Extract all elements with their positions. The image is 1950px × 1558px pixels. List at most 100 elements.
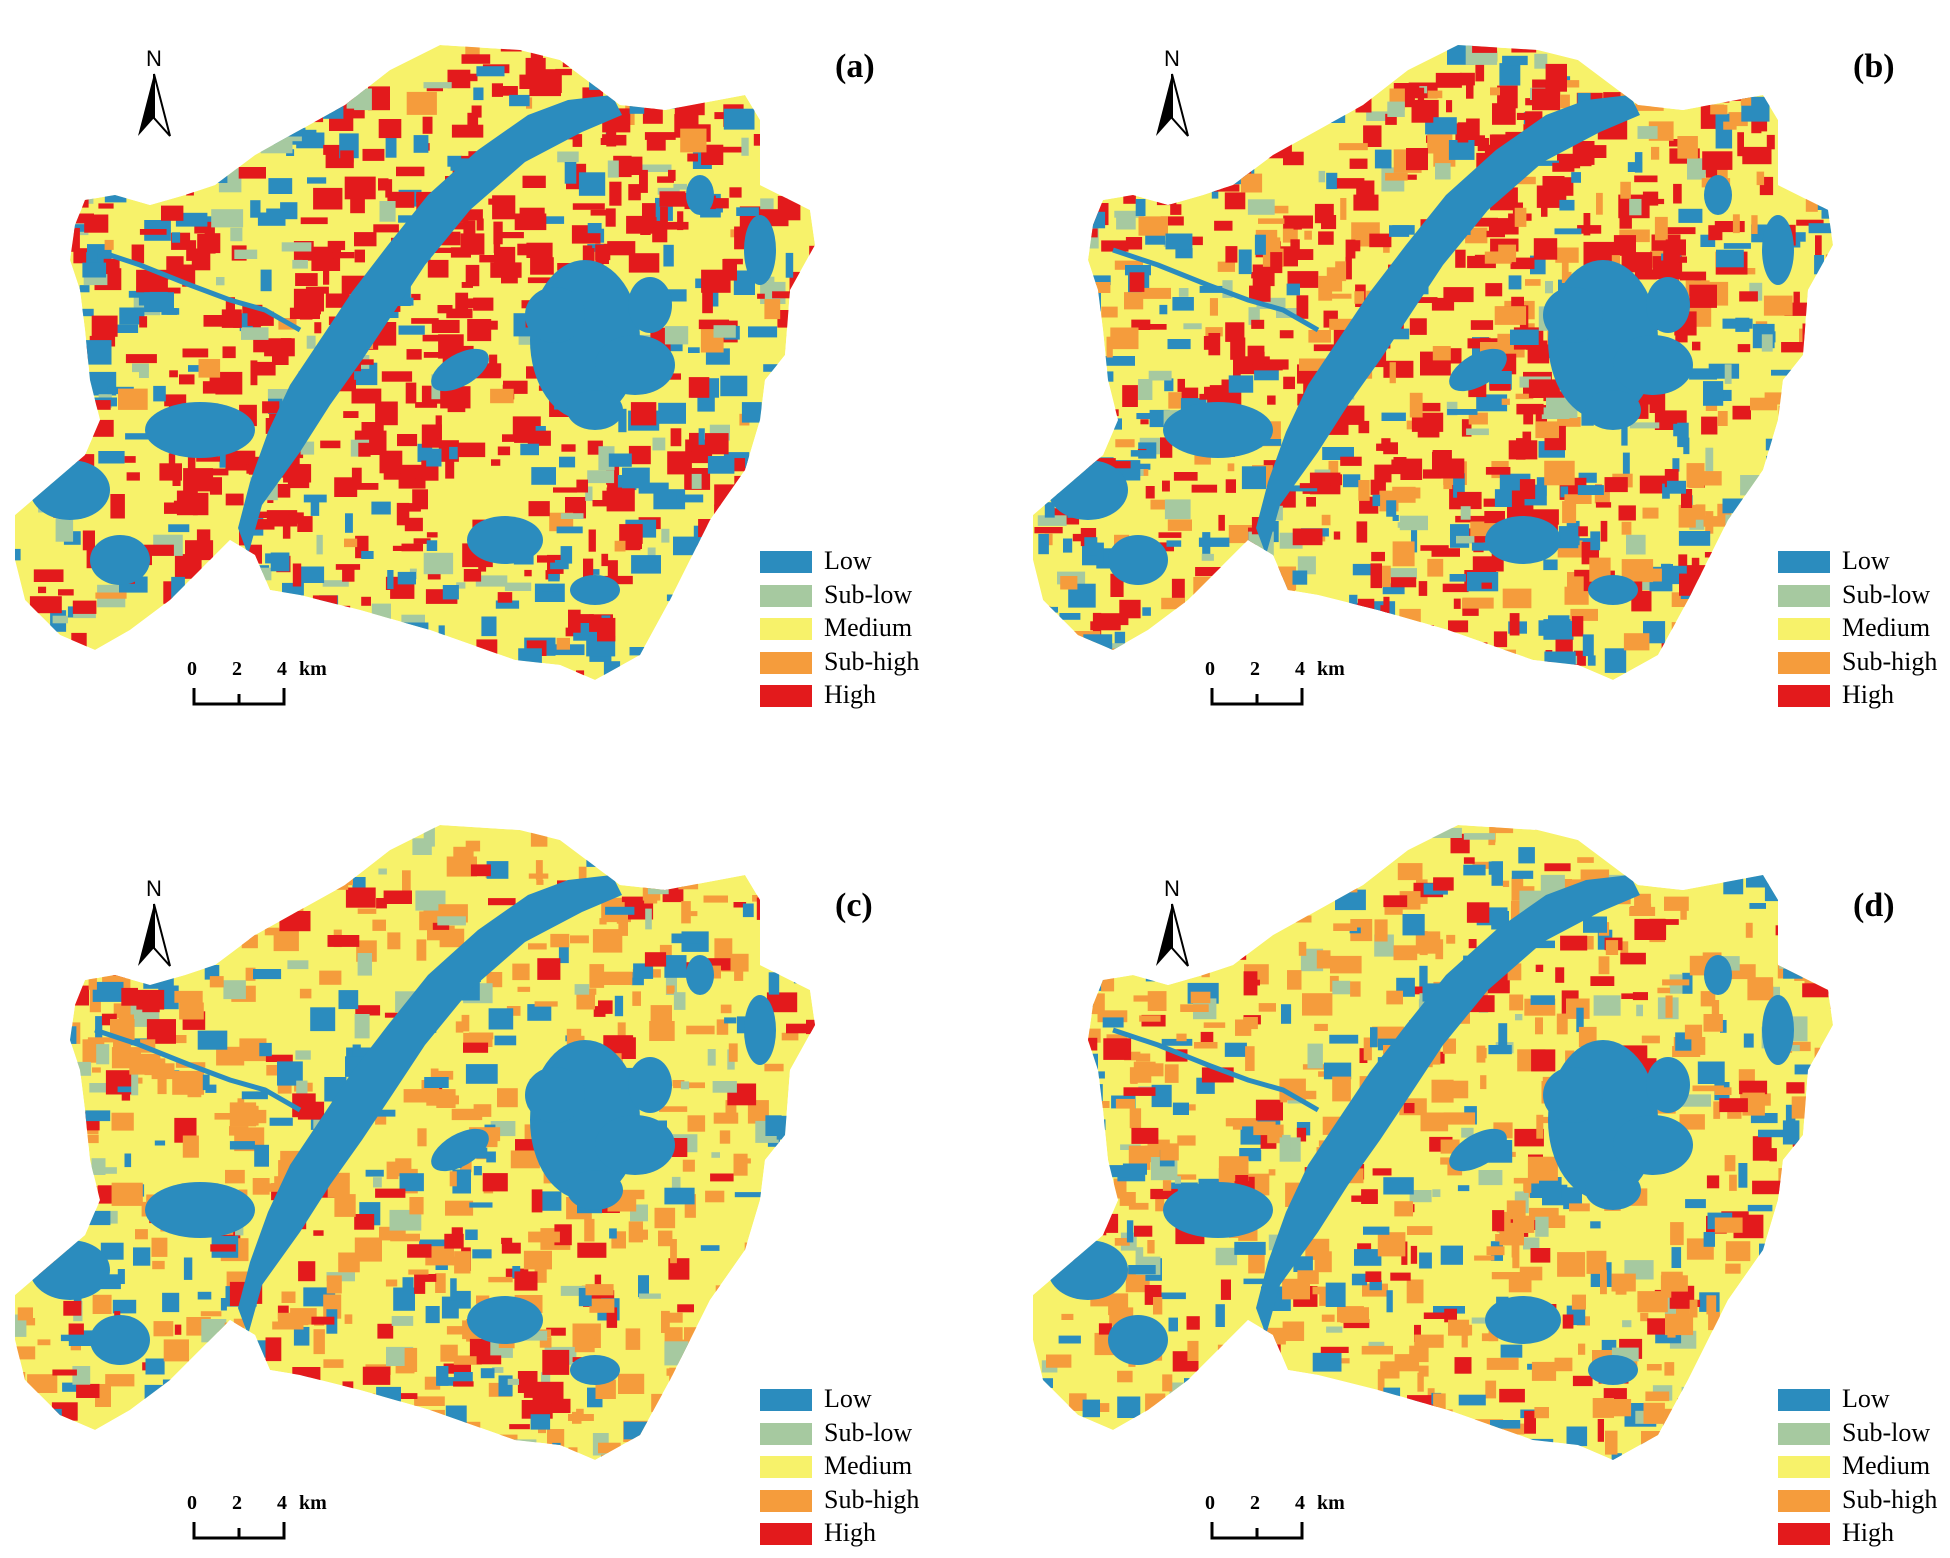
low-class-patch: [1785, 1104, 1796, 1129]
high-class-patch: [414, 1272, 426, 1294]
low-class-patch: [1083, 83, 1110, 93]
sublow-class-patch: [1729, 619, 1748, 641]
high-class-patch: [381, 371, 413, 382]
subhigh-class-patch: [528, 943, 547, 950]
high-class-patch: [221, 309, 242, 328]
subhigh-class-patch: [1243, 1017, 1258, 1030]
subhigh-class-patch: [1314, 1251, 1332, 1273]
high-class-patch: [290, 602, 313, 613]
high-class-patch: [482, 1173, 508, 1192]
high-class-patch: [293, 288, 324, 312]
low-class-patch: [1272, 521, 1279, 543]
sublow-class-patch: [711, 1152, 720, 1158]
subhigh-class-patch: [1763, 295, 1793, 316]
high-class-patch: [396, 502, 410, 526]
high-class-patch: [128, 689, 135, 708]
high-class-patch: [1604, 477, 1628, 493]
scale-unit-label: km: [299, 1492, 327, 1514]
high-class-patch: [595, 244, 611, 261]
high-class-patch: [124, 456, 136, 463]
high-class-patch: [788, 53, 810, 75]
subhigh-class-patch: [1139, 1015, 1161, 1022]
sublow-class-patch: [1114, 210, 1144, 218]
high-class-patch: [1752, 1136, 1772, 1161]
sublow-class-patch: [1247, 199, 1275, 215]
high-class-patch: [1578, 690, 1607, 707]
high-class-patch: [1390, 577, 1417, 588]
subhigh-class-patch: [1242, 1419, 1263, 1438]
high-class-patch: [1692, 341, 1701, 351]
low-class-patch: [1812, 1110, 1833, 1125]
subhigh-class-patch: [497, 1088, 518, 1108]
low-class-patch: [725, 564, 741, 581]
low-class-patch: [1084, 537, 1098, 556]
subhigh-class-patch: [797, 1100, 813, 1106]
legend-label: Sub-high: [1842, 1484, 1938, 1514]
subhigh-class-patch: [510, 1150, 540, 1169]
high-class-patch: [1214, 220, 1233, 231]
low-class-patch: [1292, 570, 1308, 585]
subhigh-class-patch: [1335, 1412, 1364, 1425]
subhigh-class-patch: [1062, 194, 1091, 219]
high-class-patch: [1781, 479, 1812, 500]
low-class-patch: [1582, 634, 1594, 657]
high-class-patch: [607, 475, 618, 498]
subhigh-class-patch: [1795, 839, 1825, 856]
subhigh-class-patch: [386, 1161, 399, 1180]
subhigh-class-patch: [53, 1141, 66, 1161]
low-class-patch: [268, 178, 293, 194]
legend-swatch: [1778, 584, 1830, 607]
high-class-patch: [662, 221, 689, 230]
sublow-class-patch: [1390, 568, 1417, 579]
low-class-patch: [426, 540, 438, 551]
subhigh-class-patch: [1773, 852, 1788, 870]
high-class-patch: [238, 167, 266, 179]
subhigh-class-patch: [1408, 1426, 1440, 1448]
subhigh-class-patch: [1740, 91, 1752, 106]
subhigh-class-patch: [1814, 1047, 1833, 1071]
subhigh-class-patch: [1443, 1112, 1476, 1125]
lake-low-area: [1163, 402, 1273, 458]
high-class-patch: [1472, 45, 1497, 53]
high-class-patch: [704, 433, 729, 455]
high-class-patch: [178, 595, 206, 612]
low-class-patch: [1716, 249, 1744, 268]
subhigh-class-patch: [1665, 829, 1694, 854]
high-class-patch: [1230, 337, 1246, 360]
subhigh-class-patch: [1046, 1354, 1072, 1368]
high-class-patch: [1081, 932, 1096, 946]
subhigh-class-patch: [1316, 950, 1331, 969]
high-class-patch: [1461, 419, 1472, 437]
high-class-patch: [1349, 158, 1368, 169]
high-class-patch: [1732, 87, 1760, 93]
subhigh-class-patch: [266, 1439, 295, 1460]
subhigh-class-patch: [1340, 198, 1347, 220]
low-class-patch: [1792, 1153, 1818, 1165]
high-class-patch: [323, 270, 330, 285]
low-class-patch: [1488, 1045, 1512, 1055]
scale-unit-label: km: [1317, 1492, 1345, 1514]
low-class-patch: [1548, 615, 1570, 637]
legend-swatch: [1778, 551, 1830, 573]
low-class-patch: [1044, 502, 1055, 518]
high-class-patch: [97, 1185, 112, 1204]
subhigh-class-patch: [1333, 923, 1358, 931]
low-class-patch: [197, 1291, 212, 1300]
lake-low-area: [744, 995, 776, 1065]
high-class-patch: [674, 101, 705, 116]
low-class-patch: [144, 1384, 164, 1400]
subhigh-class-patch: [409, 1197, 424, 1215]
sublow-class-patch: [281, 242, 312, 252]
sublow-class-patch: [316, 613, 327, 624]
low-class-patch: [1703, 1232, 1715, 1247]
low-class-patch: [133, 1247, 151, 1266]
high-class-patch: [443, 1363, 471, 1374]
subhigh-class-patch: [548, 1459, 573, 1460]
low-class-patch: [658, 402, 686, 424]
subhigh-class-patch: [1420, 1112, 1449, 1132]
high-class-patch: [1535, 405, 1547, 427]
low-class-patch: [817, 155, 829, 166]
high-class-patch: [375, 1188, 406, 1198]
high-class-patch: [378, 119, 402, 139]
subhigh-class-patch: [1635, 96, 1664, 111]
